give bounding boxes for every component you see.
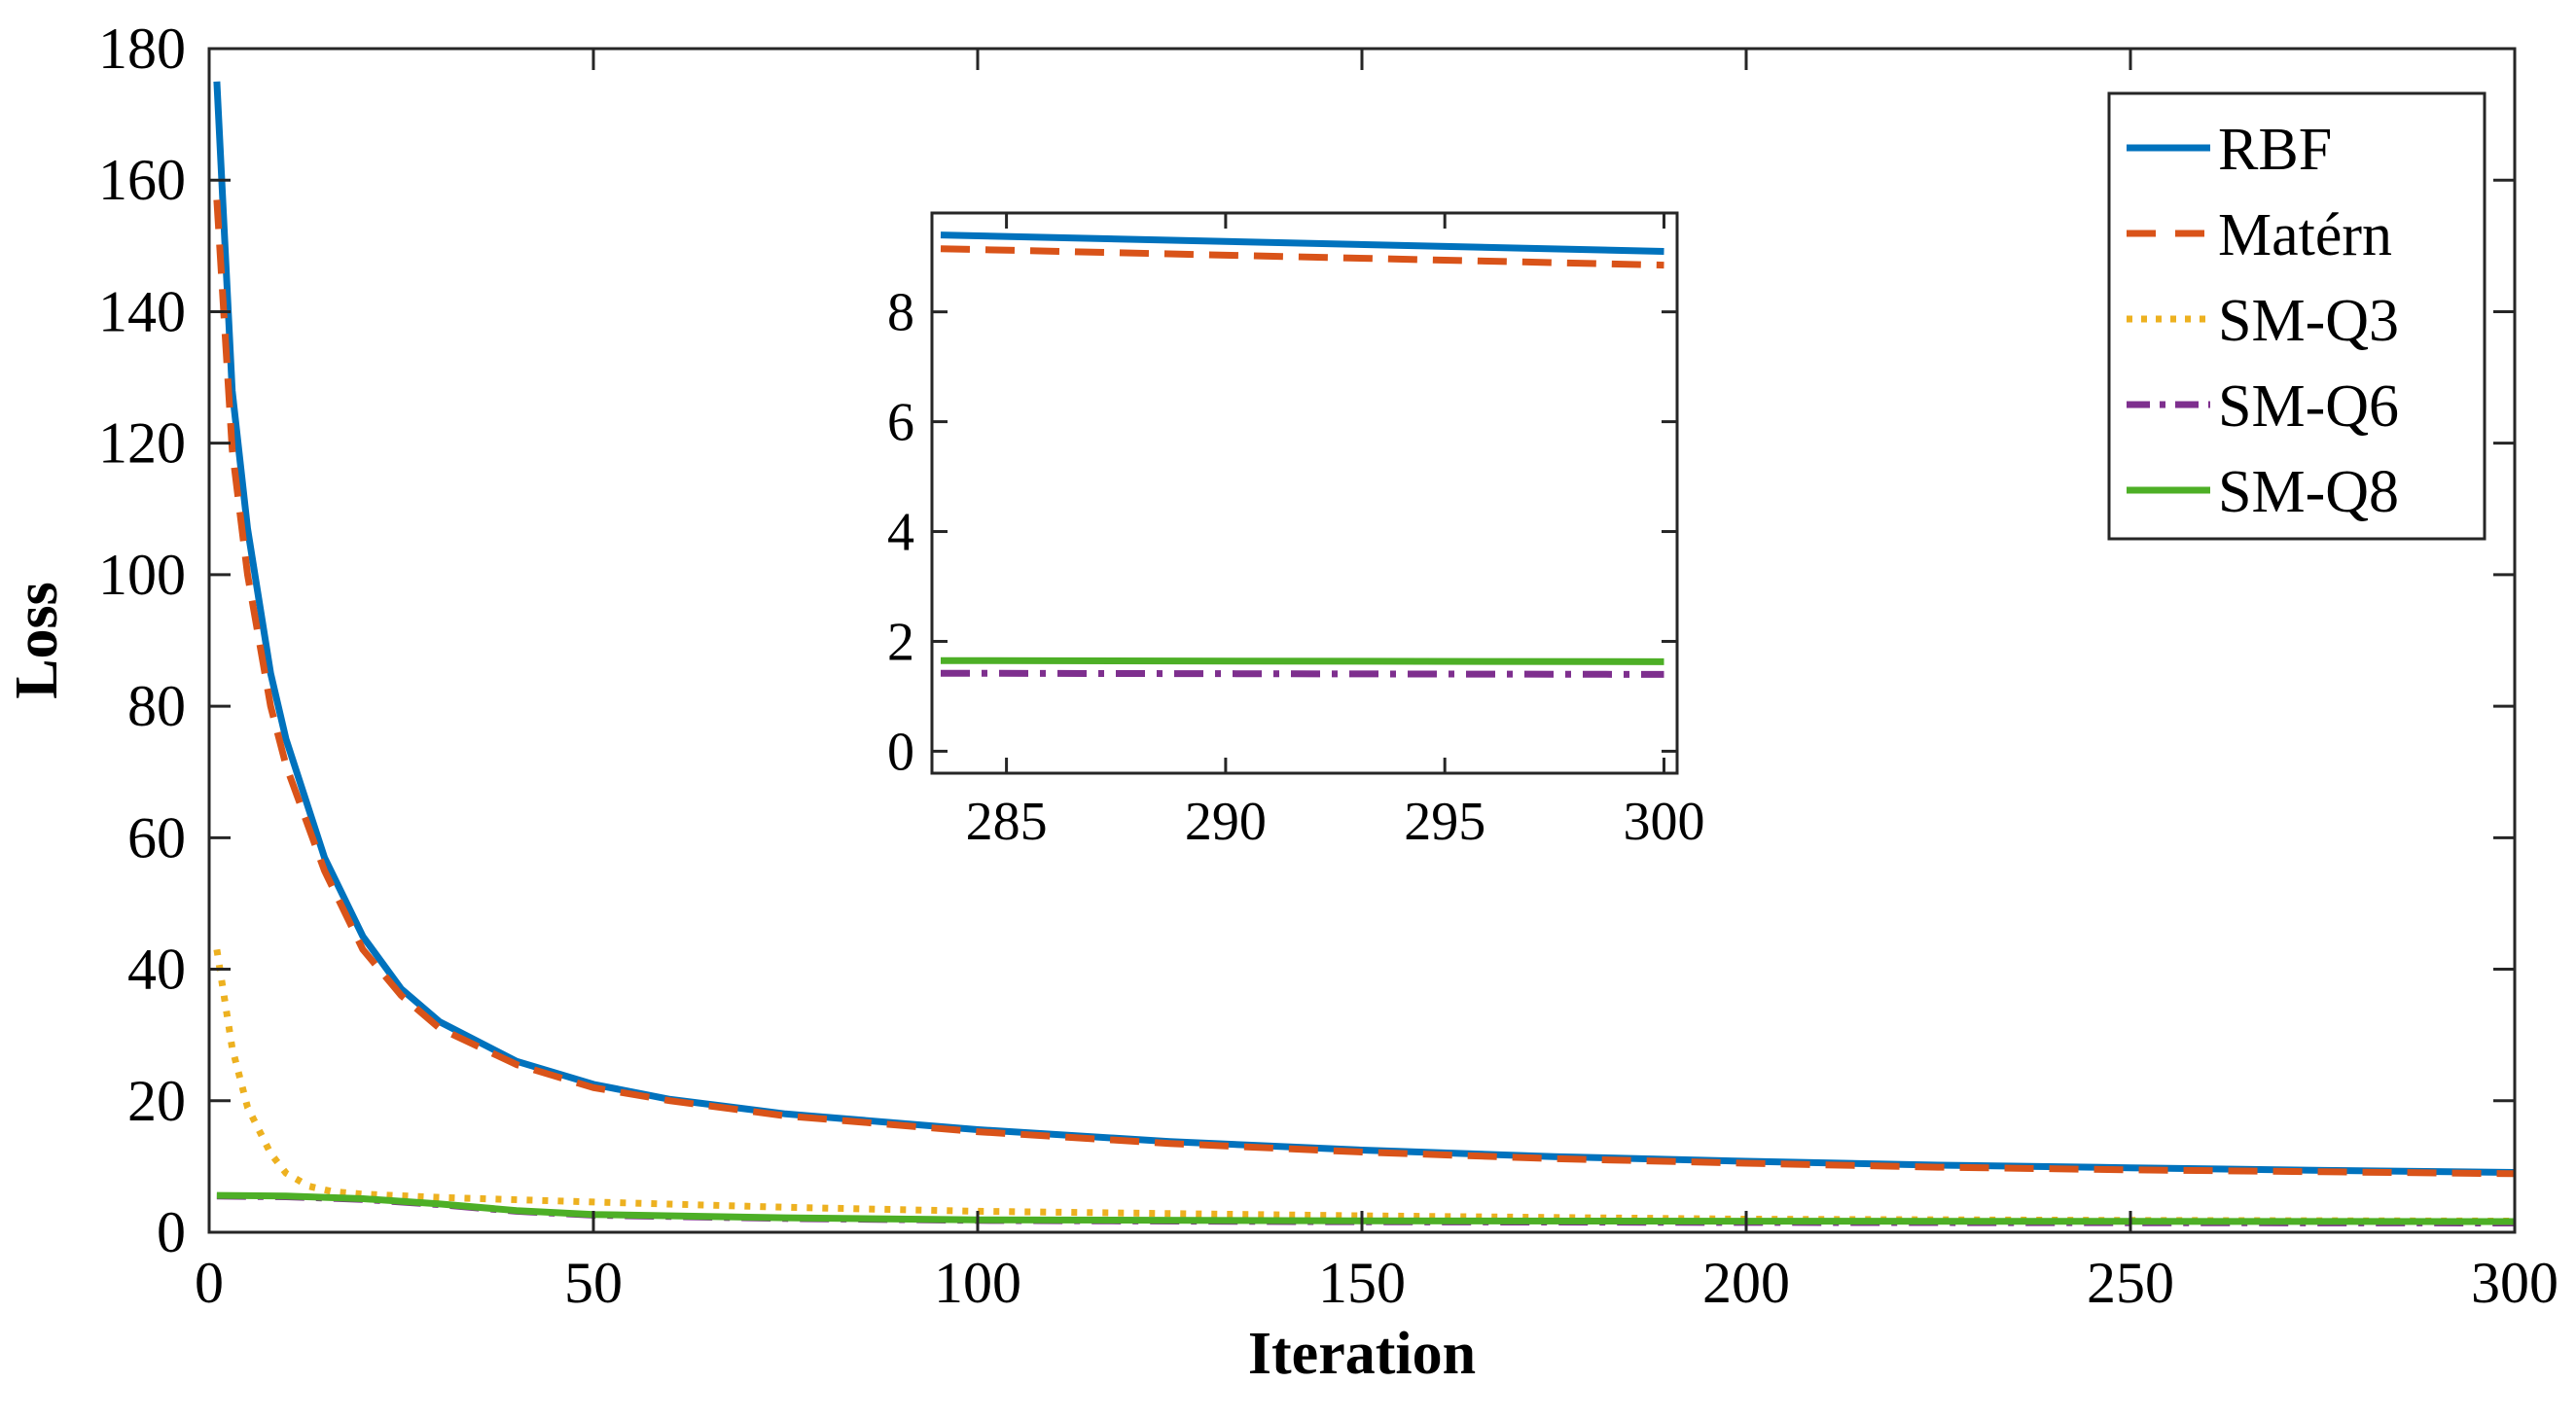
- series-group: [213, 81, 2515, 1226]
- inset-axes-box: [930, 211, 1679, 775]
- inset-y-tick-label-2: 4: [887, 503, 914, 563]
- x-tick-label-0: 0: [195, 1251, 224, 1315]
- inset-y-tick-label-1: 2: [887, 612, 914, 672]
- legend-label-0: RBF: [2218, 117, 2332, 183]
- y-tick-label-5: 100: [98, 543, 186, 607]
- inset-y-tick-label-3: 6: [887, 393, 914, 453]
- legend-label-3: SM-Q6: [2218, 373, 2399, 440]
- y-tick-label-2: 40: [127, 938, 186, 1002]
- legend-label-2: SM-Q3: [2218, 288, 2399, 354]
- legend-label-1: Matérn: [2218, 202, 2392, 268]
- x-tick-label-5: 250: [2087, 1251, 2174, 1315]
- inset-series-line-0: [940, 231, 1664, 255]
- inset-plot: 285 290 295 300 0 2 4 6 8: [887, 211, 1704, 852]
- inset-series-line-3: [940, 656, 1664, 665]
- inset-y-tick-label-0: 0: [887, 722, 914, 782]
- legend-label-4: SM-Q8: [2218, 459, 2399, 525]
- inset-series-group: [940, 231, 1664, 678]
- legend-box: [2107, 91, 2487, 541]
- legend: RBF Matérn SM-Q3 SM-Q6 SM-Q8: [2107, 91, 2487, 541]
- y-tick-label-6: 120: [98, 411, 186, 476]
- y-tick-label-7: 140: [98, 279, 186, 343]
- series-line-2: [213, 948, 2515, 1224]
- series-line-1: [213, 199, 2515, 1178]
- series-line-4: [216, 1191, 2515, 1225]
- x-axis-label: Iteration: [1248, 1321, 1476, 1387]
- y-tick-label-8: 160: [98, 148, 186, 212]
- y-tick-label-3: 60: [127, 805, 186, 869]
- inset-series-line-2: [940, 669, 1664, 678]
- x-tick-label-6: 300: [2471, 1251, 2558, 1315]
- x-tick-label-4: 200: [1702, 1251, 1790, 1315]
- y-tick-label-9: 180: [98, 17, 186, 81]
- y-tick-label-4: 80: [127, 674, 186, 738]
- inset-x-tick-label-0: 285: [966, 792, 1048, 852]
- inset-plot-area: [932, 213, 1677, 773]
- x-tick-label-2: 100: [934, 1251, 1021, 1315]
- y-tick-label-1: 20: [127, 1069, 186, 1133]
- inset-x-tick-label-2: 295: [1404, 792, 1485, 852]
- x-tick-label-3: 150: [1318, 1251, 1406, 1315]
- y-tick-label-0: 0: [157, 1200, 186, 1264]
- inset-x-tick-label-1: 290: [1185, 792, 1267, 852]
- x-tick-label-1: 50: [564, 1251, 623, 1315]
- inset-y-tick-label-4: 8: [887, 283, 914, 343]
- y-axis-label: Loss: [4, 582, 70, 699]
- inset-x-tick-label-3: 300: [1623, 792, 1704, 852]
- inset-series-line-1: [940, 245, 1664, 269]
